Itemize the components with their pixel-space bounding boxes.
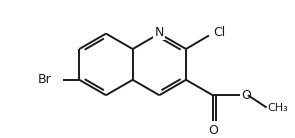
Text: Cl: Cl <box>214 26 226 39</box>
Text: CH₃: CH₃ <box>268 103 288 112</box>
Text: Br: Br <box>38 73 52 86</box>
Text: O: O <box>208 124 218 137</box>
Text: O: O <box>241 89 251 102</box>
Text: N: N <box>155 26 164 39</box>
